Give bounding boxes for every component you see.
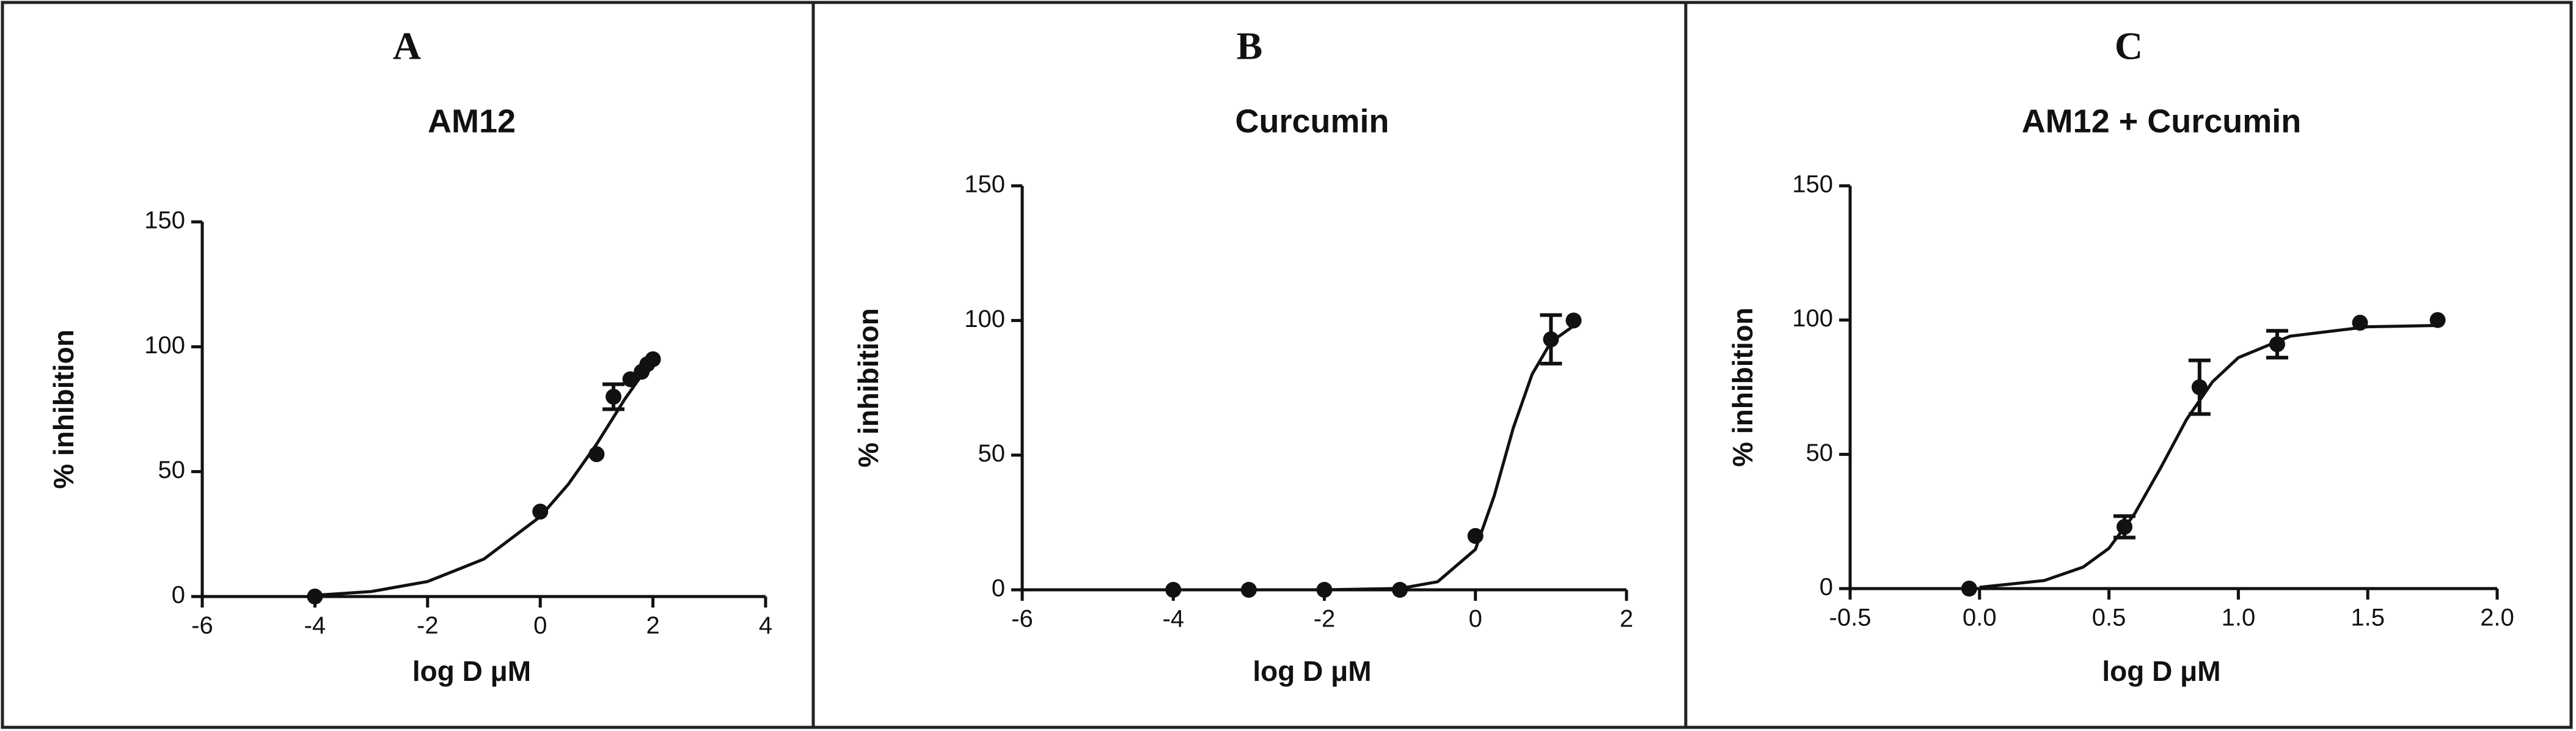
y-tick-label: 100 — [144, 332, 185, 359]
data-point — [1961, 581, 1977, 597]
x-tick-label: 0 — [533, 612, 547, 639]
y-tick-label: 150 — [144, 207, 185, 234]
panel-letter: C — [2115, 24, 2143, 68]
x-axis-label: log D μM — [412, 655, 531, 687]
y-tick-label: 50 — [1806, 439, 1834, 466]
x-tick-label: -2 — [417, 612, 439, 639]
y-axis-label: % inhibition — [852, 308, 884, 468]
y-tick-label: 100 — [1792, 305, 1833, 332]
data-point — [1392, 582, 1408, 598]
data-point — [2352, 315, 2368, 331]
x-tick-label: -6 — [1011, 606, 1033, 633]
x-tick-label: 2 — [646, 612, 659, 639]
x-tick-label: -2 — [1314, 606, 1336, 633]
data-point — [1543, 331, 1559, 348]
x-tick-label: 0.5 — [2092, 604, 2126, 631]
fit-curve — [1173, 325, 1575, 592]
y-axis-label: % inhibition — [48, 329, 79, 489]
x-tick-label: 2 — [1620, 606, 1633, 633]
panel-letter: B — [1237, 24, 1263, 68]
x-tick-label: 4 — [759, 612, 772, 639]
y-tick-label: 50 — [158, 457, 186, 483]
data-point — [606, 389, 622, 405]
x-tick-label: -6 — [191, 612, 213, 639]
data-point — [1316, 582, 1333, 598]
data-point — [1240, 582, 1257, 598]
panel-letter: A — [393, 24, 421, 68]
x-tick-label: 2.0 — [2480, 604, 2514, 631]
data-point — [1467, 527, 1484, 544]
x-tick-label: -4 — [1162, 606, 1184, 633]
data-point — [645, 351, 661, 367]
y-tick-label: 0 — [1820, 574, 1833, 601]
y-tick-label: 150 — [1792, 171, 1833, 198]
data-point — [1165, 582, 1182, 598]
data-point — [532, 504, 549, 520]
x-axis-label: log D μM — [1253, 655, 1371, 687]
chart-title: Curcumin — [1235, 103, 1389, 139]
x-tick-label: -4 — [304, 612, 326, 639]
fit-curve — [1979, 323, 2438, 589]
y-tick-label: 100 — [964, 306, 1005, 332]
chart-title: AM12 — [428, 103, 516, 139]
x-tick-label: 0 — [1469, 606, 1482, 633]
data-point — [2429, 312, 2446, 328]
x-tick-label: 1.5 — [2351, 604, 2385, 631]
x-tick-label: 0.0 — [1963, 604, 1997, 631]
data-point — [588, 446, 605, 463]
chart-title: AM12 + Curcumin — [2022, 103, 2302, 139]
x-tick-label: 1.0 — [2222, 604, 2256, 631]
x-axis-label: log D μM — [2102, 655, 2220, 687]
y-tick-label: 0 — [992, 575, 1005, 602]
data-point — [622, 371, 639, 388]
data-point — [2191, 379, 2208, 395]
y-tick-label: 150 — [964, 171, 1005, 198]
y-tick-label: 0 — [172, 582, 185, 609]
y-axis-label: % inhibition — [1727, 307, 1758, 467]
data-point — [307, 589, 323, 604]
data-point — [2117, 518, 2133, 535]
data-point — [2269, 336, 2285, 353]
x-tick-label: -0.5 — [1829, 604, 1872, 631]
y-tick-label: 50 — [978, 440, 1006, 467]
data-point — [1565, 312, 1582, 329]
